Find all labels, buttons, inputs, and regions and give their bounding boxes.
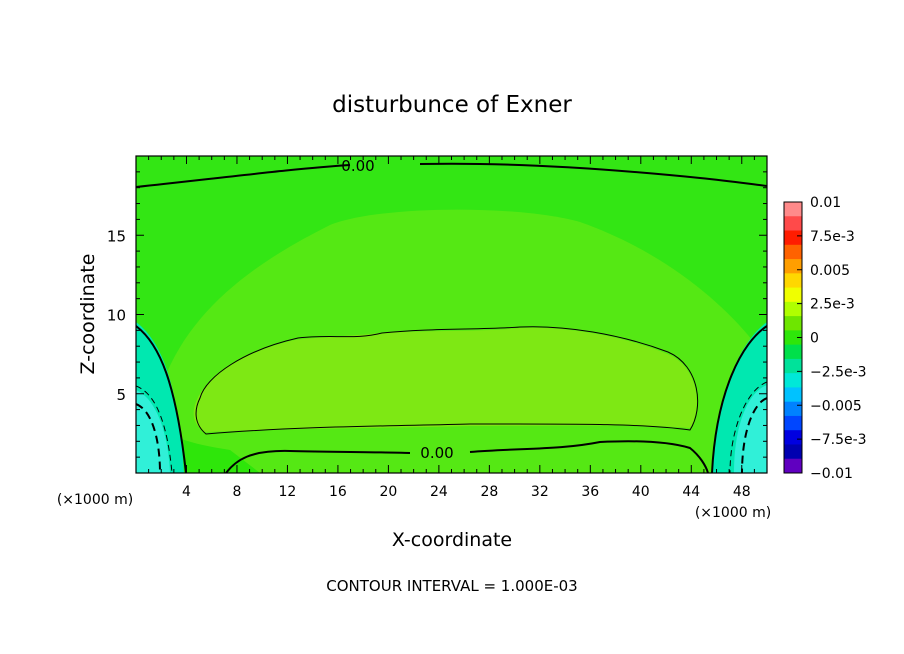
colorbar-swatch [784,373,802,388]
chart-title: disturbunce of Exner [332,92,572,118]
colorbar-swatch [784,430,802,445]
contour-zero-top [136,162,767,188]
contour-neg-right-2 [741,397,767,473]
colorbar-tick-label: −0.005 [810,398,862,414]
colorbar-swatch [784,259,802,274]
y-tick-label: 15 [107,227,126,245]
colorbar-swatch [784,458,802,474]
fill-cold-left-core [136,390,170,473]
fill-core [193,327,697,432]
contour-neg-right-1 [729,381,767,473]
x-unit-left: (×1000 m) [57,492,133,508]
x-tick-label: 20 [379,484,397,500]
colorbar-tick-label: 0.01 [810,195,841,211]
colorbar-tick-label: 7.5e-3 [810,229,855,245]
x-tick-label: 16 [329,484,347,500]
x-axis-label: X-coordinate [392,529,512,551]
contour-fill [136,156,767,473]
x-tick-label: 32 [531,484,549,500]
x-axis: 4 8 12 16 20 24 28 32 36 40 44 48 [148,156,755,500]
contour-neg-left-1 [136,385,173,473]
contour-zero-left [136,325,187,473]
colorbar-tick-label: −0.01 [810,466,853,482]
colorbar-swatch [784,216,802,232]
colorbar-swatch [784,202,802,217]
x-tick-label: 24 [430,484,448,500]
colorbar-tick-label: 0 [810,331,819,347]
colorbar-swatch [784,444,802,460]
x-tick-label: 36 [581,484,599,500]
colorbar-swatch [784,358,802,374]
contour-positive-inner [195,326,699,435]
y-axis: 5 10 15 [107,171,767,458]
colorbar-swatch [784,287,802,303]
x-tick-label: 4 [182,484,191,500]
contour-lines [136,162,767,473]
y-axis-label: Z-coordinate [77,254,99,375]
y-tick-label: 10 [107,307,126,325]
colorbar-swatch [784,244,802,260]
contour-label-bottom: 0.00 [420,444,453,462]
colorbar-tick-label: −7.5e-3 [810,432,867,448]
colorbar-swatch [784,316,802,331]
x-tick-label: 12 [279,484,297,500]
contour-neg-left-2 [136,403,161,473]
colorbar-swatch [784,330,802,346]
colorbar-tick-label: 0.005 [810,263,850,279]
contour-zero-right [711,325,767,473]
colorbar-swatch [784,401,802,417]
colorbar-swatch [784,344,802,360]
colorbar-labels: 0.01 7.5e-3 0.005 2.5e-3 0 −2.5e-3 −0.005 −7.5e… [797,195,867,482]
x-tick-label: 40 [632,484,650,500]
x-tick-label: 28 [480,484,498,500]
colorbar-tick-label: −2.5e-3 [810,364,867,380]
contour-zero-bottom [225,440,709,473]
contour-interval-note: CONTOUR INTERVAL = 1.000E-03 [326,577,577,595]
colorbar-swatch [784,273,802,289]
x-unit-right: (×1000 m) [695,505,771,521]
colorbar-swatch [784,387,802,403]
x-tick-label: 44 [682,484,700,500]
colorbar-tick-label: 2.5e-3 [810,297,855,313]
colorbar-swatch [784,230,802,246]
contour-label-top: 0.00 [341,157,374,175]
colorbar-swatch [784,301,802,317]
colorbar-swatch [784,415,802,431]
x-tick-label: 48 [733,484,751,500]
y-tick-label: 5 [116,386,126,404]
x-tick-label: 8 [232,484,241,500]
fill-cold-right-core [734,385,767,473]
